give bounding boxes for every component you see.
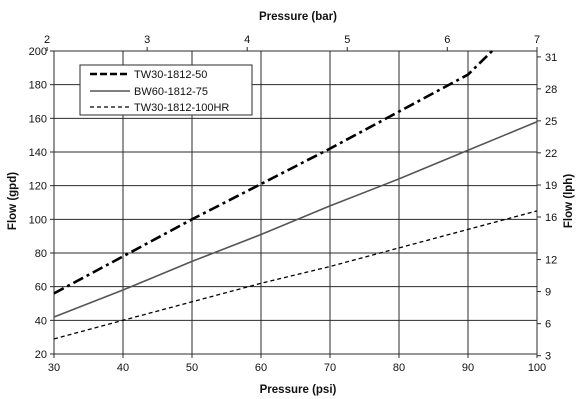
x-tick-label: 40 (117, 362, 129, 374)
y-tick-label: 100 (29, 214, 47, 226)
y-tick-label: 80 (35, 248, 47, 260)
y2-tick-label: 28 (545, 84, 557, 96)
y-tick-label: 140 (29, 147, 47, 159)
legend: TW30-1812-50 BW60-1812-75 TW30-1812-100H… (79, 64, 253, 116)
series-line-3 (53, 210, 538, 340)
x2-tick-label: 2 (44, 34, 50, 46)
x-tick-label: 70 (324, 362, 336, 374)
x2-axis-title: Pressure (bar) (259, 11, 337, 23)
y-axis-title: Flow (gpd) (7, 172, 19, 230)
x-tick-label: 100 (528, 362, 546, 374)
x2-tick-label: 5 (344, 34, 350, 46)
series-line-2 (53, 120, 538, 318)
x-tick-label: 60 (255, 362, 267, 374)
series-line-1 (53, 50, 494, 295)
x2-tick-label: 6 (444, 34, 450, 46)
y2-tick-label: 22 (545, 148, 557, 160)
legend-box (79, 64, 253, 116)
x2-tick-label: 4 (244, 34, 250, 46)
plot-area (53, 50, 538, 355)
x-axis-title: Pressure (psi) (260, 384, 337, 396)
y2-tick-label: 16 (545, 212, 557, 224)
y2-tick-label: 12 (545, 255, 557, 267)
x2-tick-label: 3 (144, 34, 150, 46)
legend-label-series-3: TW30-1812-100HR (134, 102, 229, 114)
y2-tick-label: 25 (545, 116, 557, 128)
y2-tick-label: 31 (545, 52, 557, 64)
series-lines (53, 50, 538, 340)
x-tick-label: 50 (186, 362, 198, 374)
y-tick-label: 180 (29, 80, 47, 92)
y-tick-label: 40 (35, 315, 47, 327)
y2-tick-label: 3 (545, 351, 551, 363)
x-tick-label: 80 (393, 362, 405, 374)
y-tick-label: 20 (35, 349, 47, 361)
x-tick-label: 90 (462, 362, 474, 374)
legend-label-series-2: BW60-1812-75 (134, 86, 208, 98)
y-tick-label: 60 (35, 282, 47, 294)
y-tick-label: 120 (29, 181, 47, 193)
y2-axis-title: Flow (lph) (563, 174, 575, 228)
y2-tick-label: 9 (545, 287, 551, 299)
x-tick-label: 30 (48, 362, 60, 374)
x2-tick-label: 7 (534, 34, 540, 46)
y2-tick-label: 19 (545, 180, 557, 192)
y2-tick-label: 6 (545, 319, 551, 331)
legend-label-series-1: TW30-1812-50 (134, 69, 207, 81)
y-tick-label: 200 (29, 46, 47, 58)
y-tick-label: 160 (29, 113, 47, 125)
axis-ticks: 30 40 50 60 70 80 90 100 20 40 60 80 100 120 140 160 180… (29, 34, 558, 374)
